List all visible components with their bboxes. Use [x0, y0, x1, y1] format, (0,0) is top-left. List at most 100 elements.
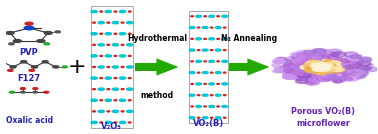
Circle shape [321, 64, 335, 68]
Circle shape [296, 72, 311, 78]
Circle shape [119, 99, 126, 101]
Circle shape [318, 71, 331, 76]
Circle shape [304, 69, 315, 73]
Text: Porous VO₂(B): Porous VO₂(B) [291, 107, 355, 116]
Circle shape [296, 53, 306, 57]
Circle shape [114, 11, 117, 12]
Circle shape [324, 67, 333, 70]
Circle shape [336, 67, 342, 69]
Circle shape [335, 63, 348, 67]
Circle shape [308, 60, 322, 65]
Circle shape [311, 66, 318, 68]
Circle shape [349, 62, 355, 64]
Circle shape [202, 49, 208, 51]
Circle shape [93, 22, 96, 23]
Circle shape [291, 65, 307, 70]
Circle shape [314, 73, 324, 76]
Circle shape [105, 55, 112, 57]
Circle shape [196, 38, 201, 40]
Polygon shape [135, 63, 158, 71]
Circle shape [320, 69, 327, 72]
Circle shape [311, 64, 321, 67]
Circle shape [297, 57, 310, 62]
Circle shape [315, 72, 319, 74]
Circle shape [9, 91, 14, 93]
Circle shape [44, 43, 50, 45]
Circle shape [209, 38, 214, 40]
Circle shape [344, 63, 353, 67]
Circle shape [107, 44, 110, 45]
Circle shape [289, 57, 297, 60]
Circle shape [189, 49, 195, 51]
Circle shape [324, 65, 331, 67]
Circle shape [128, 11, 131, 12]
Circle shape [291, 65, 303, 69]
Circle shape [322, 67, 329, 70]
Circle shape [6, 31, 14, 34]
Circle shape [324, 68, 336, 72]
Circle shape [326, 66, 331, 68]
Circle shape [107, 22, 110, 23]
Polygon shape [137, 64, 169, 70]
Circle shape [352, 73, 366, 78]
Circle shape [197, 72, 200, 73]
Circle shape [305, 67, 312, 69]
Circle shape [272, 64, 280, 67]
Text: V₂O₅: V₂O₅ [101, 122, 122, 131]
Circle shape [357, 63, 363, 65]
Circle shape [303, 65, 310, 68]
Circle shape [42, 61, 48, 63]
Circle shape [313, 67, 322, 70]
Circle shape [100, 78, 103, 79]
Circle shape [311, 61, 322, 65]
Circle shape [315, 63, 328, 68]
Circle shape [321, 64, 331, 68]
Circle shape [215, 94, 221, 96]
Circle shape [323, 63, 336, 67]
Circle shape [274, 60, 285, 64]
Circle shape [334, 79, 342, 83]
Circle shape [121, 111, 124, 112]
Circle shape [128, 100, 131, 101]
Circle shape [319, 65, 328, 68]
Circle shape [301, 68, 308, 71]
Circle shape [307, 56, 319, 60]
Text: N₂ Annealing: N₂ Annealing [221, 34, 277, 43]
Circle shape [357, 66, 371, 71]
Circle shape [333, 61, 340, 64]
Circle shape [276, 68, 288, 72]
Circle shape [303, 52, 316, 57]
Circle shape [329, 61, 341, 65]
Circle shape [319, 50, 334, 55]
Circle shape [105, 99, 112, 101]
Circle shape [329, 61, 343, 66]
Circle shape [311, 66, 319, 69]
Circle shape [119, 77, 126, 79]
FancyBboxPatch shape [189, 11, 228, 123]
Circle shape [319, 66, 325, 68]
Circle shape [44, 91, 49, 93]
Circle shape [112, 88, 119, 90]
Circle shape [293, 70, 307, 75]
Circle shape [350, 55, 360, 58]
Circle shape [325, 71, 337, 75]
Circle shape [100, 11, 103, 12]
Circle shape [191, 38, 194, 39]
Circle shape [311, 52, 322, 56]
Circle shape [324, 62, 336, 66]
Circle shape [317, 69, 321, 71]
Circle shape [298, 60, 310, 64]
Circle shape [105, 77, 112, 79]
Circle shape [347, 73, 352, 74]
Circle shape [21, 61, 27, 63]
Circle shape [319, 65, 329, 69]
Circle shape [330, 64, 335, 66]
Circle shape [337, 81, 340, 83]
Text: F127: F127 [17, 74, 41, 83]
Circle shape [341, 70, 356, 75]
Circle shape [343, 76, 359, 81]
Circle shape [112, 66, 119, 68]
Circle shape [217, 38, 220, 39]
Circle shape [312, 74, 324, 78]
FancyBboxPatch shape [91, 6, 133, 128]
